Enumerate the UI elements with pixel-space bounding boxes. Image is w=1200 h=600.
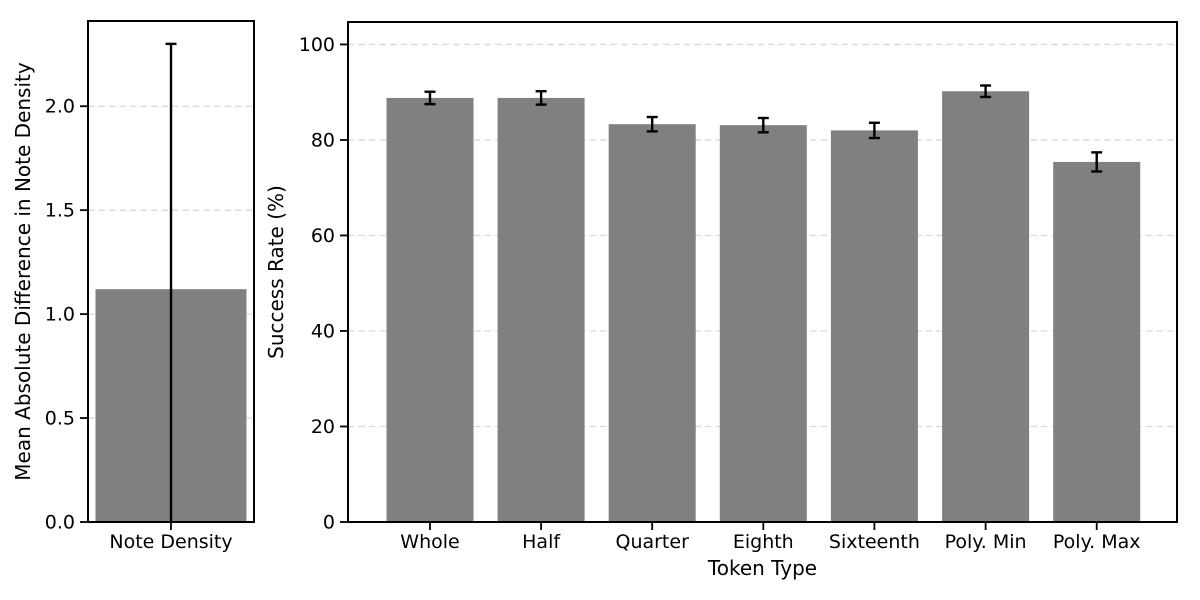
x-tick-label-eighth: Eighth bbox=[733, 531, 794, 553]
x-tick-label-half: Half bbox=[522, 531, 561, 553]
bar-sixteenth bbox=[830, 130, 918, 522]
success-rate-chart: 0 20 40 60 80 100 Whole Half Quarter Eighth Sixtee… bbox=[264, 21, 1178, 580]
x-tick-label-note-density: Note Density bbox=[109, 531, 232, 553]
y-tick-label: 40 bbox=[311, 320, 335, 342]
y-tick-label: 60 bbox=[311, 225, 335, 247]
y-tick-label: 0 bbox=[323, 512, 335, 534]
bar-quarter bbox=[608, 124, 696, 523]
y-tick-label: 2.0 bbox=[45, 96, 75, 118]
y-tick-label: 80 bbox=[311, 129, 335, 151]
bar-eighth bbox=[719, 125, 807, 523]
y-tick-label: 20 bbox=[311, 416, 335, 438]
y-tick-label: 1.5 bbox=[45, 200, 75, 222]
x-axis-label: Token Type bbox=[707, 556, 817, 580]
bar-half bbox=[497, 97, 585, 523]
y-tick-label: 0.5 bbox=[45, 408, 75, 430]
bar-whole bbox=[386, 97, 474, 523]
y-axis-label: Mean Absolute Difference in Note Density bbox=[11, 62, 35, 481]
x-tick-label-whole: Whole bbox=[400, 531, 459, 553]
note-density-chart: 0.0 0.5 1.0 1.5 2.0 Note Density Mean Absolute… bbox=[11, 20, 255, 553]
y-axis-label: Success Rate (%) bbox=[264, 185, 288, 359]
y-tick-label: 100 bbox=[299, 34, 335, 56]
x-tick-label-quarter: Quarter bbox=[615, 531, 689, 553]
bar-poly-min bbox=[942, 91, 1030, 523]
y-tick-label: 0.0 bbox=[45, 512, 75, 534]
y-tick-label: 1.0 bbox=[45, 304, 75, 326]
x-tick-label-poly-max: Poly. Max bbox=[1053, 531, 1141, 553]
bar-poly-max bbox=[1053, 161, 1141, 522]
x-tick-label-poly-min: Poly. Min bbox=[945, 531, 1027, 553]
x-tick-label-sixteenth: Sixteenth bbox=[829, 531, 920, 553]
